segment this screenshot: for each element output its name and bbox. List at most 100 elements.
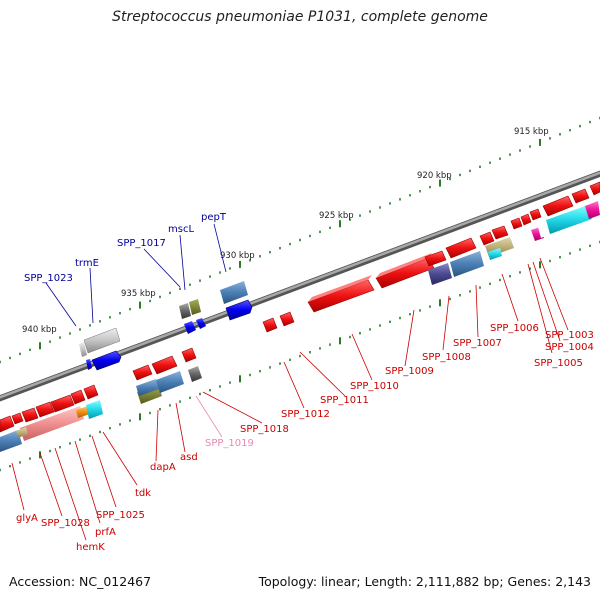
feature-cyan-large[interactable]: [546, 205, 592, 234]
gene-spp-1025[interactable]: [70, 389, 86, 405]
gene-spp-1003[interactable]: [520, 213, 532, 226]
scale-labels: 915 kbp 920 kbp 925 kbp 930 kbp 935 kbp …: [22, 127, 549, 335]
leader-asd: [175, 402, 186, 453]
leader-mscL: [179, 234, 186, 291]
leader-spp-1025: [91, 435, 117, 508]
gene-trmE[interactable]: [91, 350, 122, 371]
gene-top-2[interactable]: [542, 195, 574, 217]
label-tdk[interactable]: tdk: [135, 488, 151, 499]
label-spp-1012[interactable]: SPP_1012: [281, 409, 330, 420]
label-hemK[interactable]: hemK: [76, 542, 105, 553]
gene-spp-1008[interactable]: [424, 250, 447, 267]
feature-cyan-small[interactable]: [488, 248, 502, 260]
label-spp-1006[interactable]: SPP_1006: [490, 323, 539, 334]
gene-spp-1012[interactable]: [262, 317, 278, 333]
label-spp-1028[interactable]: SPP_1028: [41, 518, 90, 529]
leader-spp-1019: [195, 395, 223, 438]
label-mscL[interactable]: mscL: [168, 224, 194, 235]
label-spp-1005[interactable]: SPP_1005: [534, 358, 583, 369]
leader-dapA: [155, 409, 159, 462]
gene-spp-1028[interactable]: [21, 407, 39, 423]
gene-spp-1011[interactable]: [279, 311, 295, 327]
gene-top-3[interactable]: [571, 188, 590, 204]
gene-spp-1004[interactable]: [510, 217, 523, 230]
gene-pepT[interactable]: [225, 299, 253, 321]
gene-dapA[interactable]: [132, 364, 153, 381]
gene-spp-1023-box[interactable]: [79, 342, 87, 357]
gene-tdk[interactable]: [83, 384, 99, 400]
gene-labels[interactable]: SPP_1003 SPP_1004 SPP_1005 SPP_1006 SPP_…: [16, 212, 594, 553]
feature-tan-left[interactable]: [16, 427, 28, 438]
leader-spp-1017: [143, 248, 181, 288]
leader-lines: [11, 223, 569, 541]
gene-prfA[interactable]: [50, 394, 75, 413]
feature-dark-1019[interactable]: [188, 366, 202, 382]
gene-mscL-box[interactable]: [179, 303, 191, 319]
label-spp-1017[interactable]: SPP_1017: [117, 238, 166, 249]
feature-purple[interactable]: [428, 263, 452, 285]
label-spp-1023[interactable]: SPP_1023: [24, 273, 73, 284]
gene-spp-1010[interactable]: [307, 279, 375, 313]
forward-genes[interactable]: [0, 181, 600, 433]
label-spp-1008[interactable]: SPP_1008: [422, 352, 471, 363]
gene-spp-1005[interactable]: [491, 225, 509, 240]
label-spp-1009[interactable]: SPP_1009: [385, 366, 434, 377]
gene-mscL[interactable]: [184, 321, 196, 334]
leader-spp-1028: [39, 452, 63, 517]
feature-orange-left[interactable]: [76, 406, 90, 418]
label-dapA[interactable]: dapA: [150, 462, 176, 473]
leader-spp-1007: [475, 284, 479, 338]
label-spp-1025[interactable]: SPP_1025: [96, 510, 145, 521]
label-spp-1010[interactable]: SPP_1010: [350, 381, 399, 392]
feature-bars[interactable]: [0, 201, 600, 452]
gene-spp-1017-box[interactable]: [189, 299, 201, 315]
leader-pepT: [213, 223, 227, 273]
gene-spp-1006[interactable]: [479, 231, 495, 246]
leader-tdk: [102, 431, 138, 486]
gene-spp-1023[interactable]: [86, 359, 92, 370]
label-glyA[interactable]: glyA: [16, 513, 38, 524]
feature-pink-left[interactable]: [20, 406, 84, 441]
leader-prfA: [74, 440, 101, 524]
gene-spp-1010-top: [308, 275, 372, 302]
gene-pepT-box[interactable]: [220, 281, 248, 304]
gene-top-1[interactable]: [529, 208, 542, 221]
gene-glyA[interactable]: [0, 415, 15, 433]
reverse-genes[interactable]: [79, 281, 253, 371]
gene-asd[interactable]: [151, 355, 178, 375]
label-spp-1007[interactable]: SPP_1007: [453, 338, 502, 349]
label-spp-1003[interactable]: SPP_1003: [545, 330, 594, 341]
leader-spp-1010: [351, 333, 373, 381]
leader-spp-1023: [45, 282, 77, 327]
gene-trmE-box[interactable]: [83, 327, 121, 354]
label-spp-1011[interactable]: SPP_1011: [320, 395, 369, 406]
feature-steel-asd[interactable]: [156, 371, 184, 393]
label-pepT[interactable]: pepT: [201, 212, 227, 223]
leader-spp-1005: [527, 263, 553, 354]
scale-label-940: 940 kbp: [22, 325, 57, 335]
label-spp-1018[interactable]: SPP_1018: [240, 424, 289, 435]
label-trmE[interactable]: trmE: [75, 258, 99, 269]
label-prfA[interactable]: prfA: [95, 527, 116, 538]
map-title: Streptococcus pneumoniae P1031, complete…: [112, 9, 488, 25]
gene-mscL-2[interactable]: [196, 318, 206, 329]
gene-small-left[interactable]: [11, 412, 24, 425]
gene-spp-1007[interactable]: [445, 237, 477, 259]
label-asd[interactable]: asd: [180, 452, 198, 463]
gene-top-4[interactable]: [589, 181, 600, 196]
scale-label-915: 915 kbp: [514, 127, 549, 137]
feature-steel-dapA[interactable]: [136, 379, 159, 396]
feature-cyan-left[interactable]: [86, 400, 103, 419]
gene-hemK[interactable]: [35, 401, 55, 418]
leader-hemK: [54, 447, 87, 541]
leader-glyA: [11, 462, 25, 511]
feature-steel-left[interactable]: [0, 430, 22, 452]
gene-spp-1018[interactable]: [181, 347, 197, 363]
label-spp-1004[interactable]: SPP_1004: [545, 342, 594, 353]
feature-magenta-2[interactable]: [585, 201, 600, 219]
label-spp-1019[interactable]: SPP_1019: [205, 438, 254, 449]
feature-steel-1007[interactable]: [450, 251, 484, 277]
leader-spp-1011: [299, 351, 346, 397]
leader-spp-1012: [283, 361, 305, 409]
